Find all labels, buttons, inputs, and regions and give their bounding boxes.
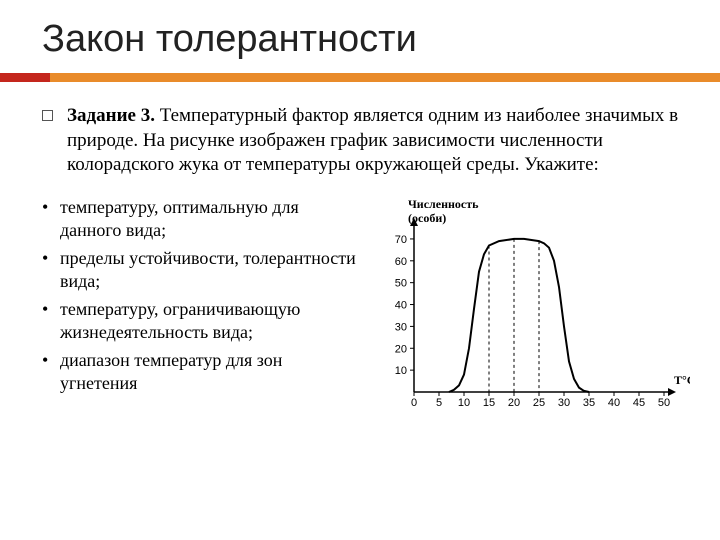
- box-bullet-icon: [42, 110, 53, 121]
- svg-text:30: 30: [558, 397, 570, 409]
- task-label: Задание 3.: [67, 105, 155, 126]
- lower-row: температуру, оптимальную для данного вид…: [42, 196, 690, 421]
- accent-bar: [0, 73, 720, 82]
- svg-text:5: 5: [436, 397, 442, 409]
- content-area: Задание 3. Температурный фактор является…: [0, 82, 720, 421]
- svg-text:30: 30: [395, 321, 407, 333]
- svg-text:50: 50: [395, 278, 407, 290]
- svg-text:10: 10: [458, 397, 470, 409]
- svg-text:40: 40: [608, 397, 620, 409]
- svg-text:15: 15: [483, 397, 495, 409]
- svg-text:35: 35: [583, 397, 595, 409]
- list-item: температуру, оптимальную для данного вид…: [42, 196, 360, 241]
- svg-text:20: 20: [508, 397, 520, 409]
- list-item: пределы устойчивости, толерантности вида…: [42, 247, 360, 292]
- accent-left: [0, 73, 50, 82]
- list-item: температуру, ограничивающую жизнедеятель…: [42, 298, 360, 343]
- svg-text:40: 40: [395, 300, 407, 312]
- svg-text:T°C: T°C: [674, 373, 690, 387]
- chart-container: Численность(особи)T°C0510152025303540455…: [370, 196, 690, 421]
- svg-text:20: 20: [395, 343, 407, 355]
- accent-right: [50, 73, 720, 82]
- svg-text:50: 50: [658, 397, 670, 409]
- task-body: Температурный фактор является одним из н…: [67, 105, 678, 175]
- svg-text:10: 10: [395, 365, 407, 377]
- task-row: Задание 3. Температурный фактор является…: [42, 104, 690, 178]
- svg-text:70: 70: [395, 234, 407, 246]
- page-title: Закон толерантности: [0, 0, 720, 73]
- list-item: диапазон температур для зон угнетения: [42, 349, 360, 394]
- tolerance-chart: Численность(особи)T°C0510152025303540455…: [370, 196, 690, 416]
- svg-text:0: 0: [411, 397, 417, 409]
- svg-text:60: 60: [395, 256, 407, 268]
- bullet-list: температуру, оптимальную для данного вид…: [42, 196, 360, 421]
- svg-text:Численность: Численность: [408, 197, 479, 211]
- task-text: Задание 3. Температурный фактор является…: [67, 104, 690, 178]
- svg-text:45: 45: [633, 397, 645, 409]
- svg-text:25: 25: [533, 397, 545, 409]
